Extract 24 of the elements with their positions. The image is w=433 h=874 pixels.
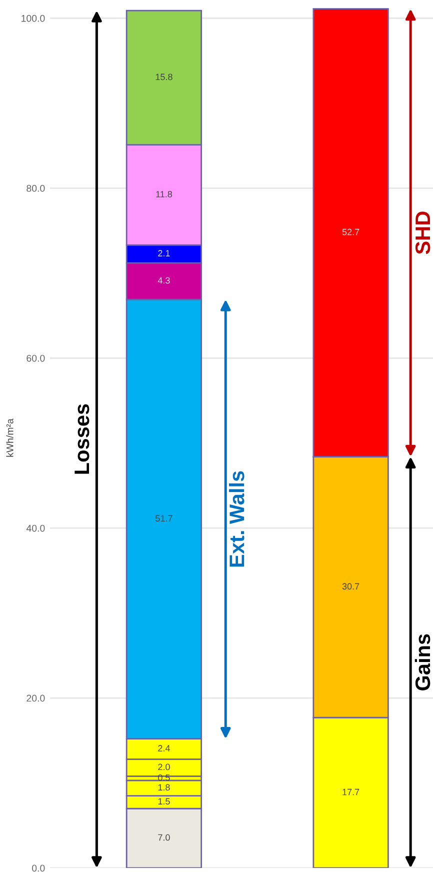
annotation: Gains <box>414 634 430 690</box>
annotation: Ext. Walls <box>228 471 244 567</box>
y-tick-label: 100.0 <box>22 14 45 22</box>
y-tick-label: 80.0 <box>26 184 45 192</box>
data-label: 2.1 <box>158 250 170 256</box>
y-axis-title: kWh/m²a <box>6 418 14 457</box>
data-label: 11.8 <box>156 190 172 198</box>
y-tick-label: 60.0 <box>26 354 45 362</box>
data-label: 52.7 <box>342 228 360 236</box>
data-label: 30.7 <box>342 583 360 590</box>
data-label: 1.5 <box>158 798 170 805</box>
data-label: 1.8 <box>158 784 170 791</box>
data-label: 2.0 <box>158 764 170 770</box>
data-label: 7.0 <box>158 834 170 841</box>
data-label: 2.4 <box>158 745 170 752</box>
y-tick-label: 0.0 <box>32 864 45 872</box>
data-label: 17.7 <box>342 788 360 796</box>
annotation: SHD <box>415 212 430 254</box>
y-tick-label: 40.0 <box>26 524 45 532</box>
annotation: Losses <box>74 404 90 474</box>
data-label: 51.7 <box>156 515 172 522</box>
data-label: 15.8 <box>156 74 172 80</box>
y-tick-label: 20.0 <box>26 694 45 702</box>
data-label: 4.3 <box>158 277 170 284</box>
